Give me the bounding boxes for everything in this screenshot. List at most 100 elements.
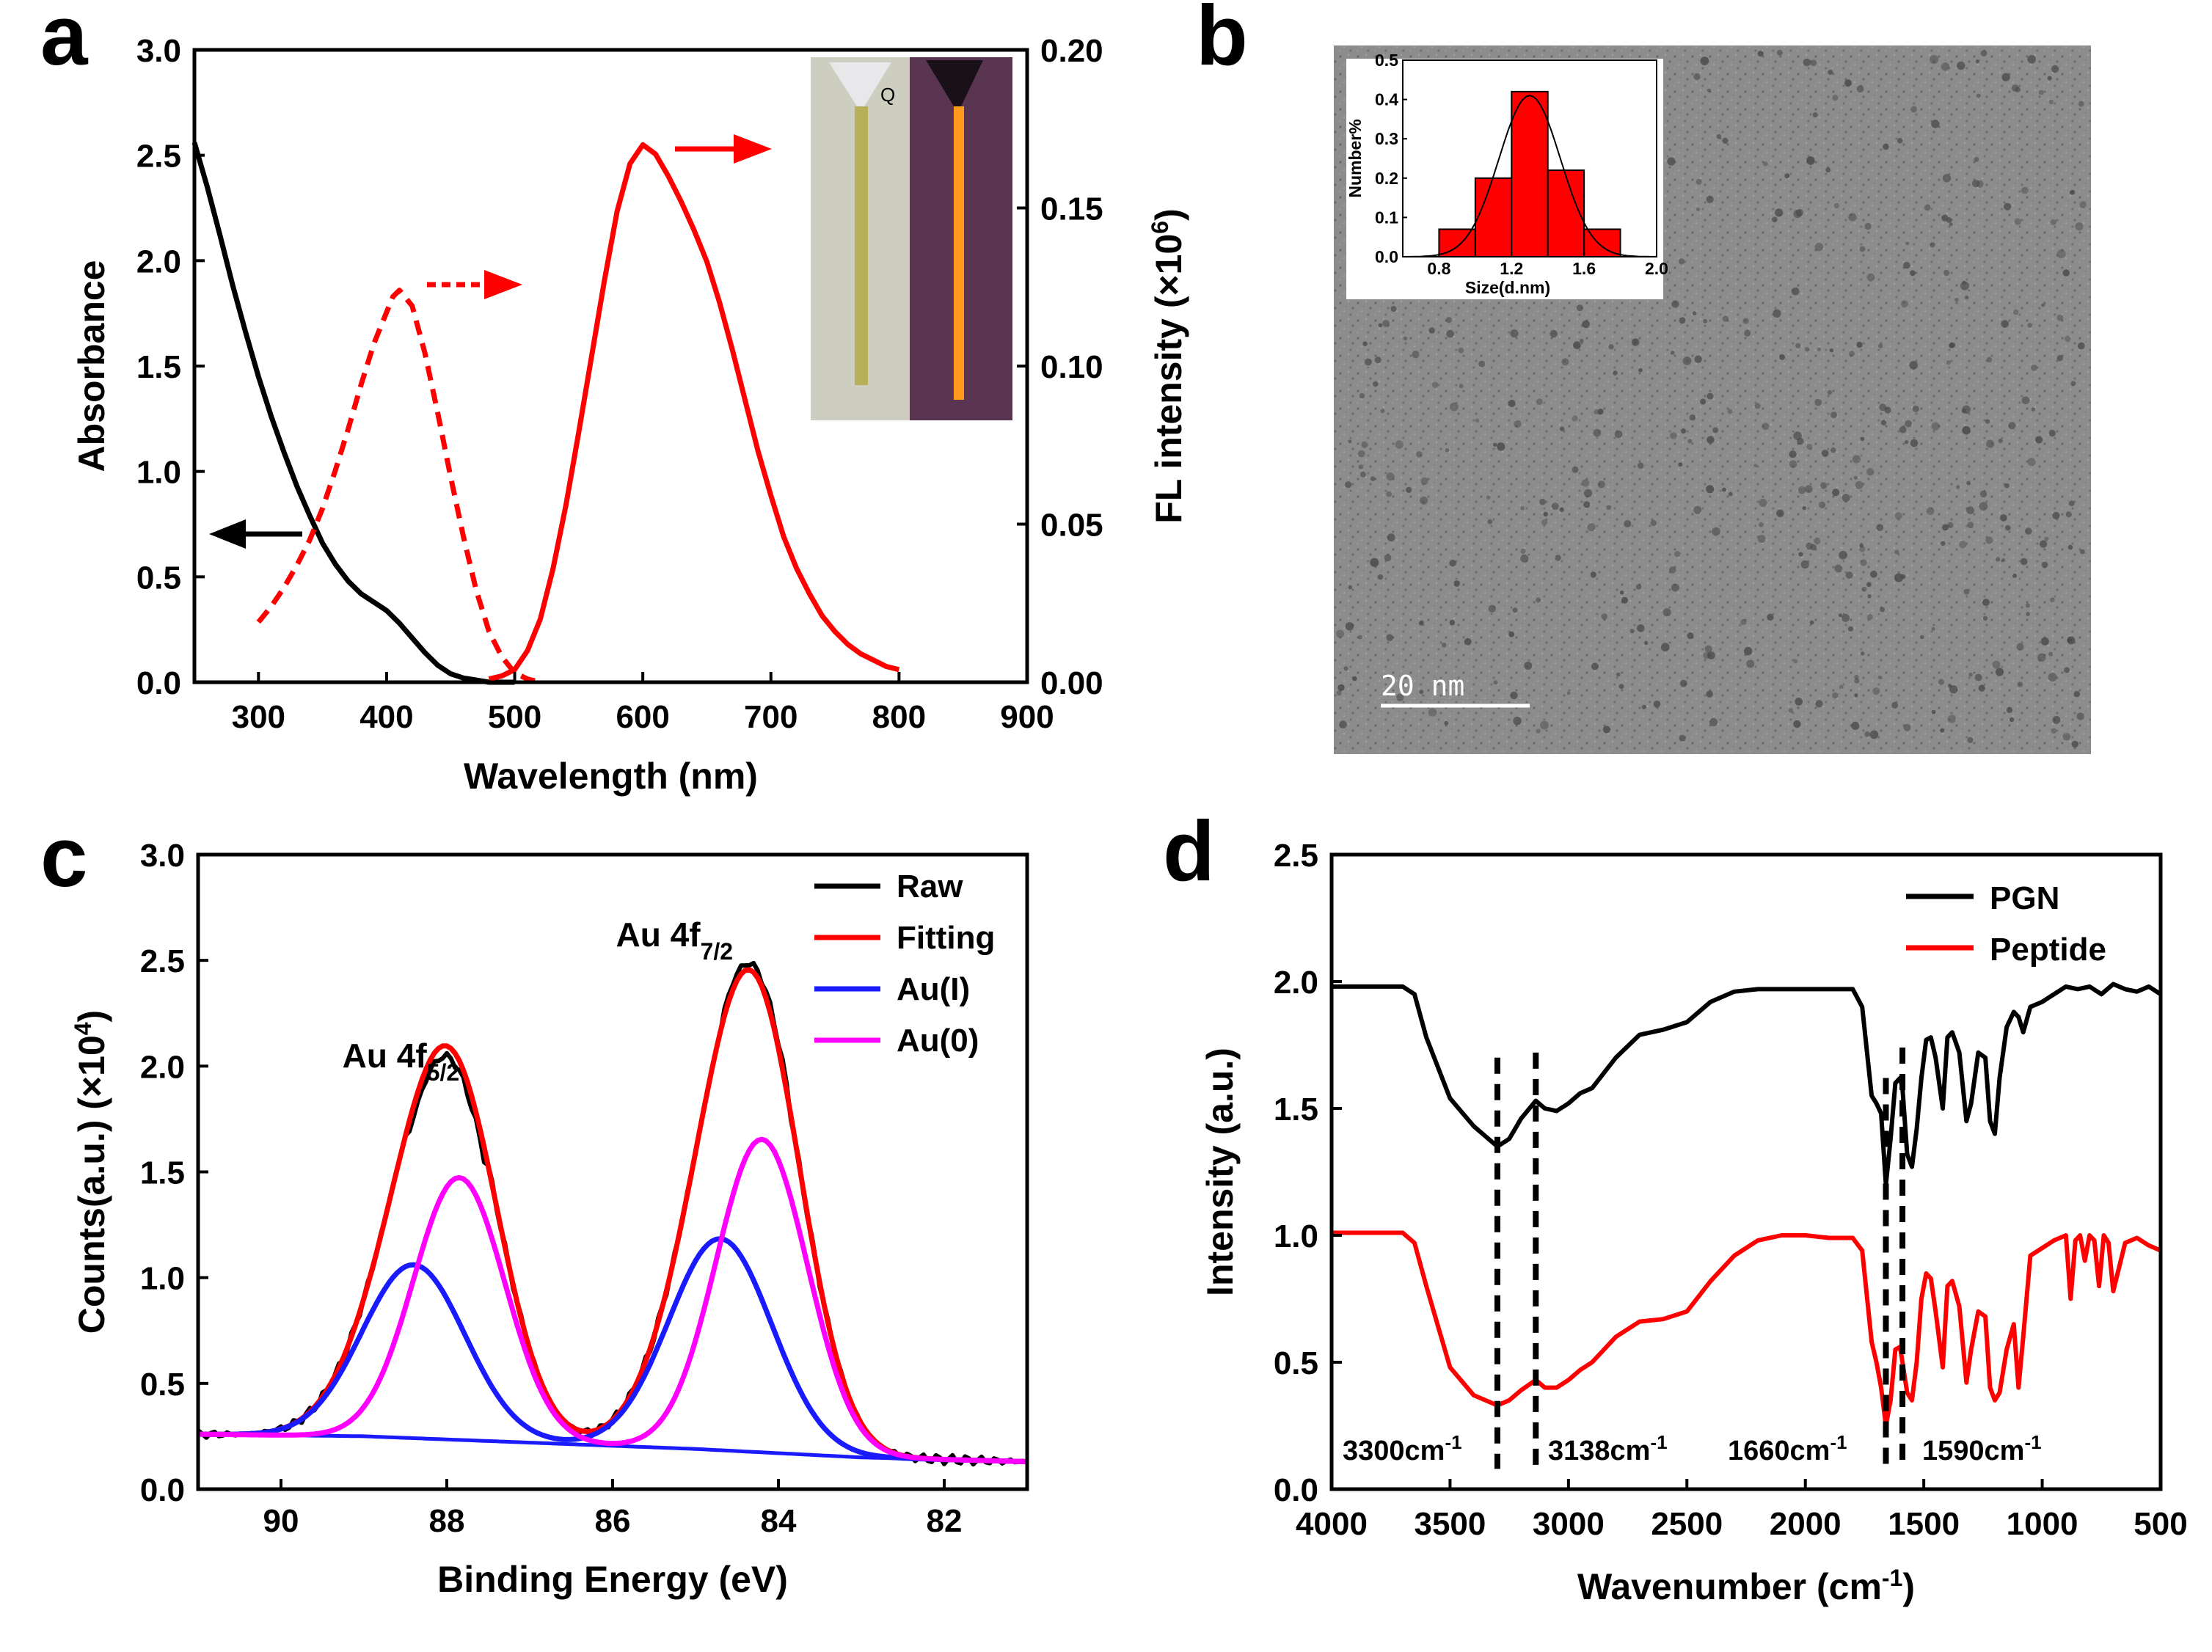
nanoparticle-dot: [1582, 320, 1590, 329]
nanoparticle-dot: [2014, 218, 2021, 225]
nanoparticle-dot: [1763, 161, 1768, 167]
nanoparticle-dot: [2025, 603, 2030, 608]
nanoparticle-dot: [1608, 344, 1614, 350]
nanoparticle-dot: [1848, 213, 1857, 222]
nanoparticle-dot: [1362, 341, 1368, 346]
inset-frame: [1402, 59, 1657, 257]
nanoparticle-dot: [1446, 329, 1454, 338]
nanoparticle-dot: [2056, 249, 2066, 259]
nanoparticle-dot: [1412, 351, 1420, 359]
nanoparticle-dot: [1819, 501, 1826, 508]
nanoparticle-dot: [1867, 594, 1872, 599]
nanoparticle-dot: [1386, 634, 1393, 641]
nanoparticle-dot: [1849, 351, 1855, 357]
y-tick-label: 1.0: [136, 455, 181, 491]
nanoparticle-dot: [2011, 84, 2019, 92]
nanoparticle-dot: [1924, 204, 1931, 211]
nanoparticle-dot: [1337, 684, 1345, 691]
nanoparticle-dot: [1360, 471, 1366, 478]
peak-label: Au 4f7/2: [616, 915, 733, 965]
nanoparticle-dot: [1832, 489, 1840, 497]
nanoparticle-dot: [1894, 573, 1903, 582]
nanoparticle-dot: [1941, 62, 1950, 71]
nanoparticle-dot: [1797, 486, 1806, 494]
nanoparticle-dot: [1776, 49, 1783, 56]
nanoparticle-dot: [2067, 637, 2072, 643]
nanoparticle-dot: [1508, 399, 1516, 408]
nanoparticle-dot: [1629, 629, 1635, 634]
nanoparticle-dot: [1985, 419, 1990, 424]
nanoparticle-dot: [1420, 496, 1428, 505]
nanoparticle-dot: [2027, 458, 2036, 467]
nanoparticle-dot: [1378, 323, 1383, 327]
nanoparticle-dot: [1387, 533, 1395, 542]
panel-d-frame: [1329, 852, 2163, 1491]
nanoparticle-dot: [1644, 640, 1649, 646]
nanoparticle-dot: [1746, 659, 1755, 668]
nanoparticle-dot: [1364, 358, 1372, 366]
nanoparticle-dot: [1464, 637, 1472, 646]
series-excitation-line: [256, 288, 541, 685]
nanoparticle-dot: [1833, 202, 1839, 208]
panel-d-axes: 4000 3500 3000 2500 2000 1500 1000 500 0.0 0.5 1.0…: [1200, 838, 2188, 1607]
nanoparticle-dot: [2041, 303, 2045, 307]
nanoparticle-dot: [2062, 732, 2071, 741]
nanoparticle-dot: [1390, 306, 1397, 312]
nanoparticle-dot: [1856, 85, 1864, 93]
nanoparticle-dot: [1406, 486, 1412, 494]
nanoparticle-dot: [1689, 414, 1696, 421]
nanoparticle-dot: [1821, 450, 1829, 457]
nanoparticle-dot: [1576, 304, 1583, 312]
x-tick-label: 700: [744, 699, 797, 735]
nanoparticle-dot: [1420, 477, 1428, 486]
x-tick-label: 86: [595, 1503, 631, 1539]
nanoparticle-dot: [1847, 626, 1854, 632]
nanoparticle-dot: [1510, 329, 1519, 338]
nanoparticle-dot: [1894, 512, 1902, 520]
nanoparticle-dot: [1912, 405, 1919, 412]
nanoparticle-dot: [1670, 432, 1677, 439]
y2-tick-label: 0.10: [1040, 349, 1103, 385]
panel-c: c 90 88 86 84 82 0.0 0.5 1.0 1.5 2.0 2.5 3.0 Binding…: [40, 809, 1029, 1600]
x-tick-label: 500: [2133, 1506, 2187, 1542]
nanoparticle-dot: [1520, 505, 1525, 511]
nanoparticle-dot: [1834, 564, 1843, 573]
tem-nanoparticles: [1336, 49, 2087, 748]
nanoparticle-dot: [1716, 134, 1722, 139]
nanoparticle-dot: [1744, 329, 1751, 337]
nanoparticle-dot: [1851, 721, 1860, 731]
nanoparticle-dot: [1773, 309, 1781, 318]
nanoparticle-dot: [1949, 222, 1953, 227]
nanoparticle-dot: [1910, 270, 1916, 277]
nanoparticle-dot: [1637, 624, 1645, 632]
nanoparticle-dot: [1662, 608, 1671, 617]
nanoparticle-dot: [2048, 651, 2054, 657]
nanoparticle-dot: [1445, 447, 1450, 453]
nanoparticle-dot: [2052, 511, 2060, 519]
nanoparticle-dot: [1707, 392, 1714, 400]
nanoparticle-dot: [1573, 341, 1581, 350]
panel-d-plot-area: [1332, 982, 2162, 1469]
nanoparticle-dot: [1722, 487, 1726, 492]
inset-y-tick-label: 0.3: [1375, 129, 1398, 148]
nanoparticle-dot: [1795, 208, 1803, 216]
inset-y-tick-label: 0.5: [1375, 51, 1398, 70]
nanoparticle-dot: [1674, 551, 1681, 558]
nanoparticle-dot: [1653, 701, 1661, 708]
nanoparticle-dot: [1693, 505, 1702, 514]
nanoparticle-dot: [2021, 396, 2030, 405]
nanoparticle-dot: [1762, 423, 1770, 431]
nanoparticle-dot: [1703, 651, 1711, 659]
nanoparticle-dot: [1618, 684, 1624, 690]
nanoparticle-dot: [2068, 500, 2075, 506]
nanoparticle-dot: [1954, 297, 1959, 302]
nanoparticle-dot: [1931, 120, 1940, 128]
x-tick-label: 4000: [1296, 1506, 1368, 1542]
nanoparticle-dot: [1839, 684, 1844, 690]
y-tick-label: 3.0: [140, 838, 185, 874]
nanoparticle-dot: [1775, 208, 1784, 217]
histogram-bar: [1511, 90, 1549, 257]
nanoparticle-dot: [1727, 409, 1733, 414]
nanoparticle-dot: [1982, 615, 1988, 621]
nanoparticle-dot: [1864, 223, 1872, 230]
